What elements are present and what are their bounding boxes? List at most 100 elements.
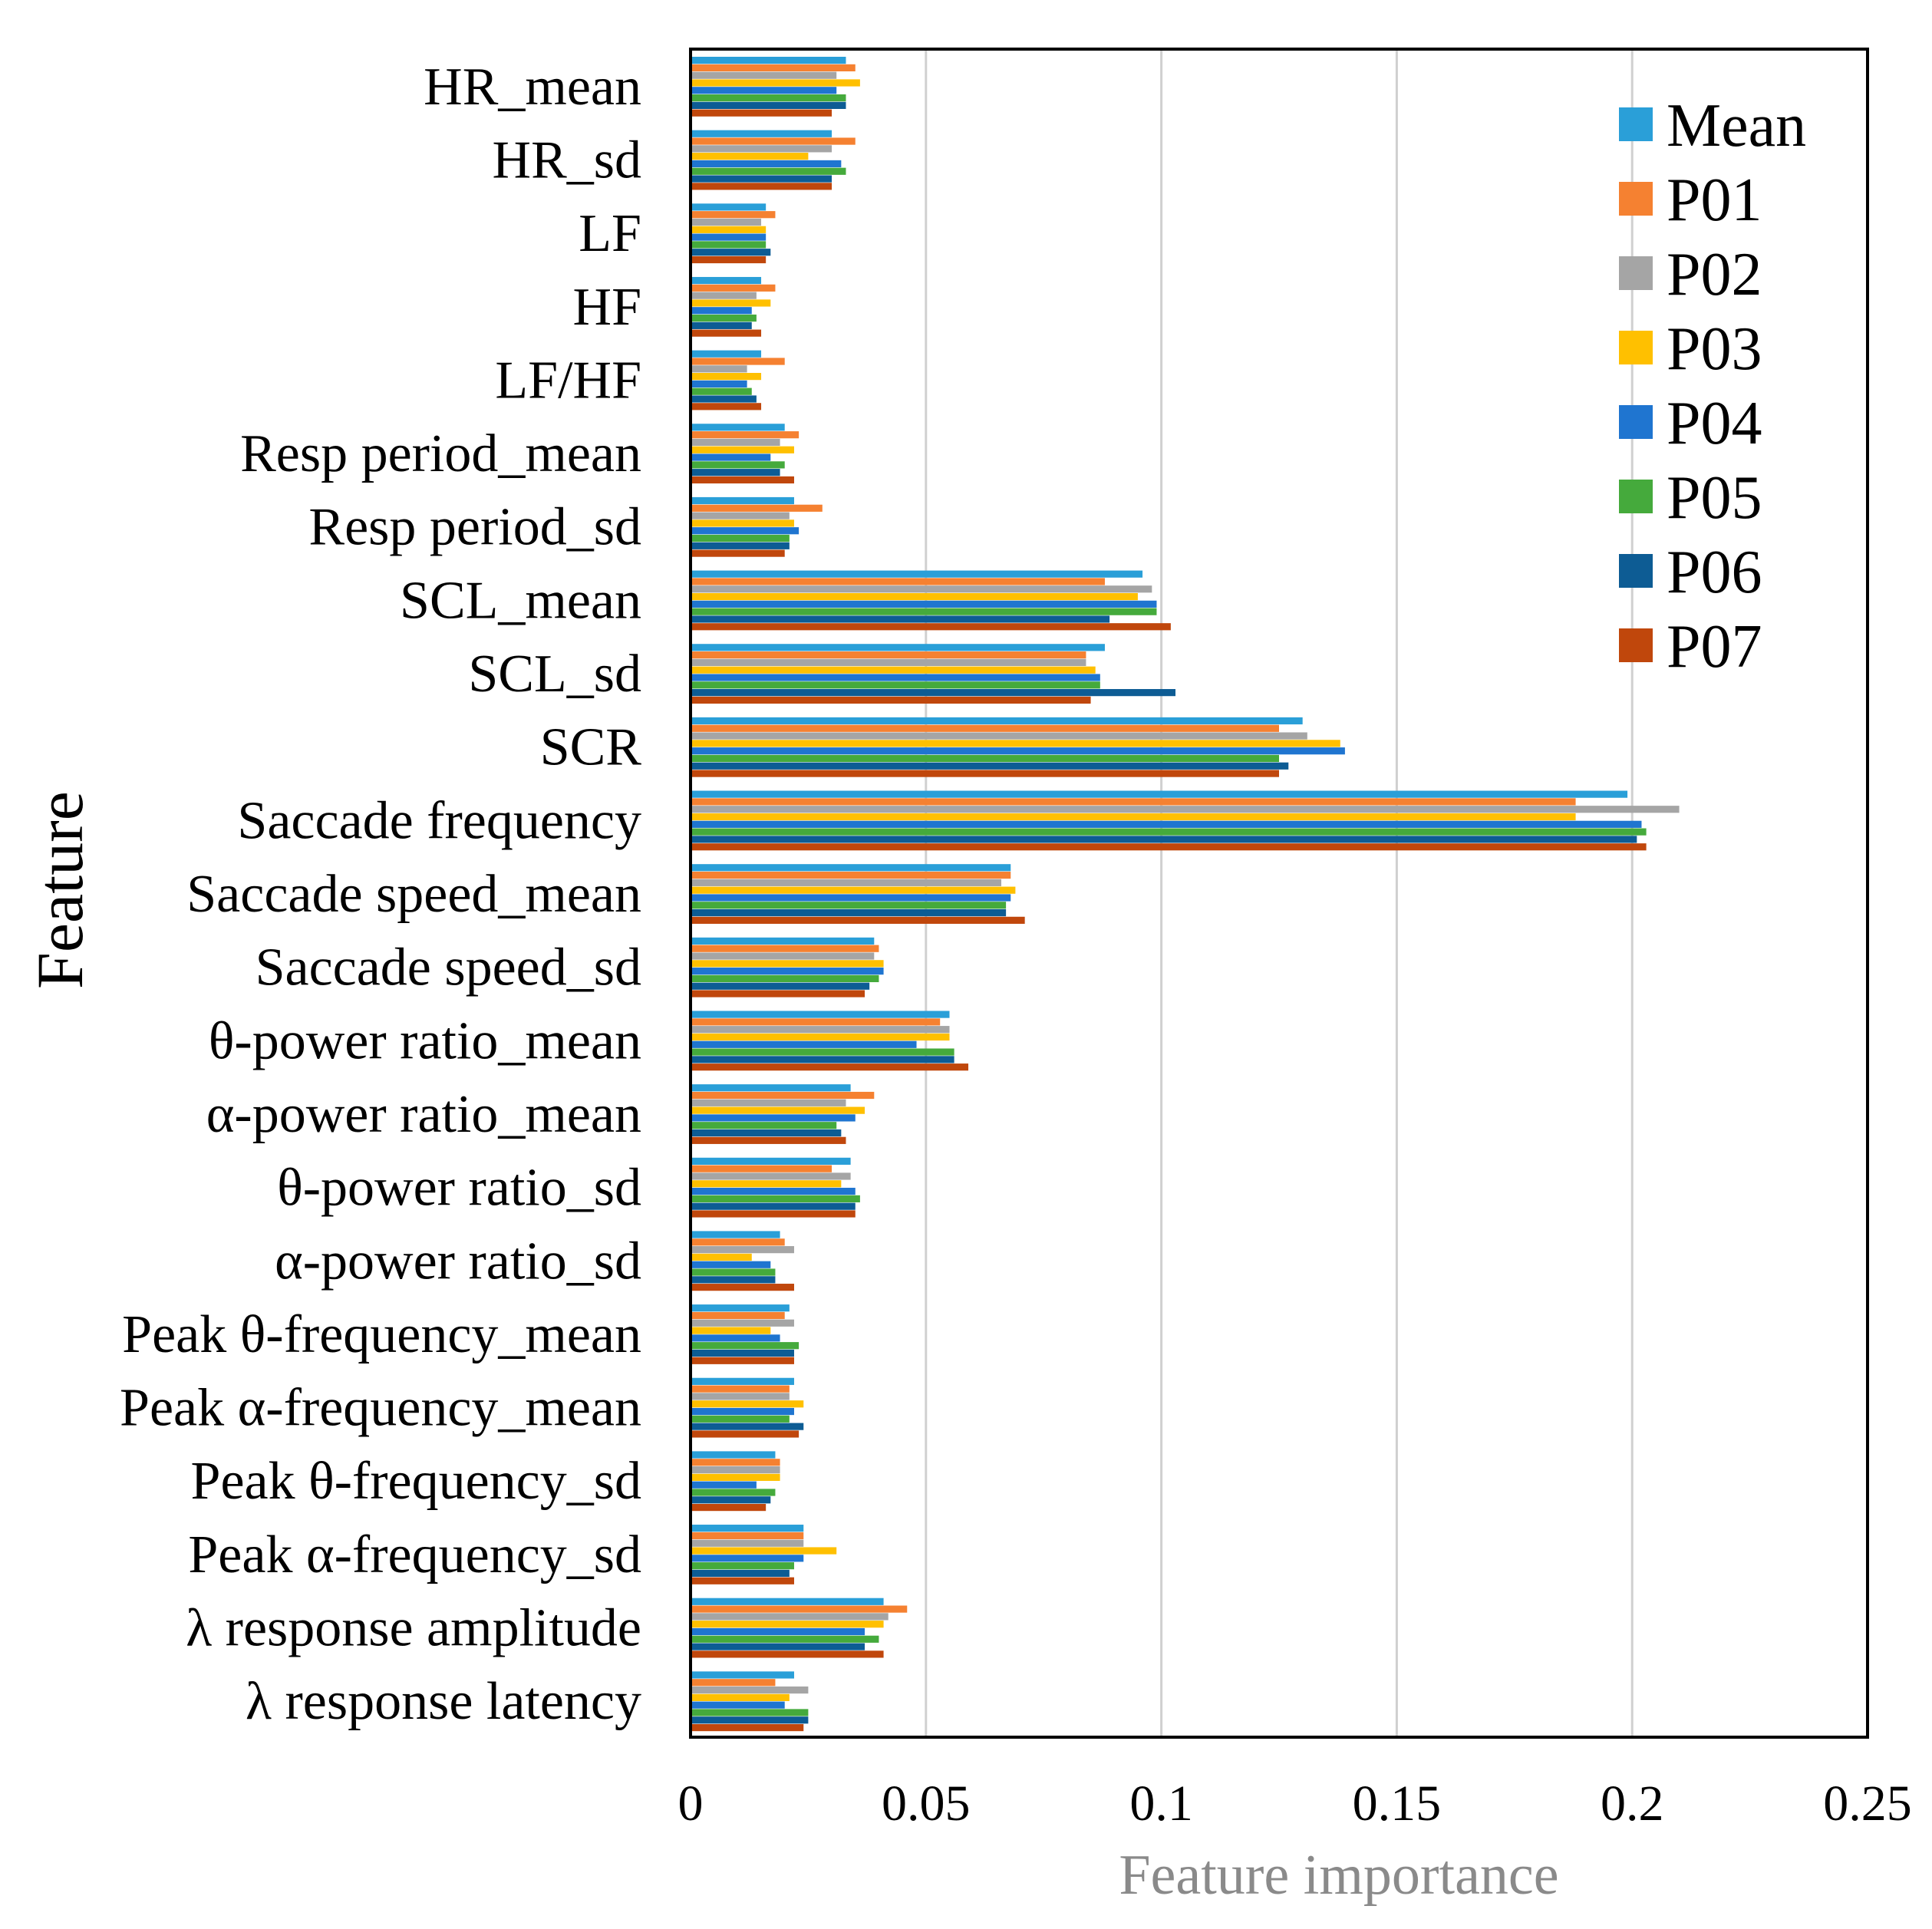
bar-p05 <box>691 387 752 395</box>
legend-label: Mean <box>1667 92 1806 160</box>
bar-p04 <box>691 1187 856 1195</box>
bar-p04 <box>691 1481 757 1489</box>
category-label: HR_sd <box>493 130 641 190</box>
legend-label: P01 <box>1667 167 1762 234</box>
bar-p04 <box>691 87 837 94</box>
bar-p06 <box>691 101 846 109</box>
bar-p07 <box>691 1503 767 1512</box>
bar-p05 <box>691 754 1279 763</box>
bar-p03 <box>691 373 762 381</box>
bar-p07 <box>691 329 762 337</box>
bar-p07 <box>691 990 865 997</box>
bars <box>691 57 1680 1732</box>
legend-swatch <box>1619 107 1653 141</box>
bar-p02 <box>691 218 762 226</box>
gridlines <box>925 49 1634 1737</box>
bar-p03 <box>691 960 884 968</box>
x-tick-label: 0.05 <box>882 1776 971 1832</box>
bar-p07 <box>691 623 1171 631</box>
bar-p01 <box>691 1091 875 1100</box>
bar-p07 <box>691 843 1647 851</box>
bar-p07 <box>691 476 794 484</box>
category-label: LF/HF <box>495 351 641 410</box>
bar-p04 <box>691 160 842 168</box>
bar-group <box>691 1084 875 1144</box>
bar-p05 <box>691 241 767 249</box>
category-label: HR_mean <box>424 58 641 117</box>
bar-p07 <box>691 183 832 190</box>
bar-p04 <box>691 1701 785 1709</box>
bar-p05 <box>691 828 1647 836</box>
bar-p05 <box>691 94 846 102</box>
bar-p06 <box>691 1349 794 1357</box>
bar-mean <box>691 864 1011 872</box>
legend: Mean P01 P02 P03 P04 P05 P06 P07 <box>1619 92 1806 681</box>
bar-p07 <box>691 1063 969 1071</box>
bar-p02 <box>691 732 1307 740</box>
bar-p03 <box>691 1253 752 1261</box>
bar-p07 <box>691 770 1279 777</box>
category-label: Saccade speed_sd <box>256 938 641 997</box>
bar-p02 <box>691 512 790 519</box>
bar-p05 <box>691 167 846 175</box>
bar-p07 <box>691 549 785 557</box>
bar-p05 <box>691 1342 800 1350</box>
category-label: HF <box>573 278 641 337</box>
bar-mean <box>691 276 762 285</box>
bar-p01 <box>691 431 800 439</box>
bar-p04 <box>691 233 767 241</box>
category-label: Peak α-frequency_mean <box>120 1379 641 1438</box>
bar-p02 <box>691 71 837 79</box>
bar-p03 <box>691 592 1138 601</box>
bar-p05 <box>691 1562 794 1570</box>
bar-p03 <box>691 299 771 307</box>
bar-group <box>691 203 776 264</box>
bar-p03 <box>691 519 794 527</box>
bar-p03 <box>691 886 1016 894</box>
bar-p01 <box>691 1385 790 1393</box>
x-tick-label: 0.2 <box>1601 1776 1664 1832</box>
bar-group <box>691 276 776 337</box>
category-label: Resp period_mean <box>240 424 641 483</box>
legend-label: P05 <box>1667 464 1762 532</box>
bar-p01 <box>691 1165 832 1172</box>
legend-label: P06 <box>1667 539 1762 606</box>
bar-mean <box>691 1451 776 1459</box>
category-label: Resp period_sd <box>308 498 641 557</box>
bar-p03 <box>691 1180 842 1188</box>
bar-group <box>691 496 823 557</box>
bar-p02 <box>691 1172 851 1180</box>
bar-mean <box>691 1377 794 1385</box>
bar-p06 <box>691 395 757 403</box>
bar-p06 <box>691 836 1637 843</box>
bar-p06 <box>691 1056 954 1063</box>
bar-p02 <box>691 658 1086 667</box>
bar-p05 <box>691 1048 954 1056</box>
bar-p01 <box>691 1605 908 1613</box>
bar-p04 <box>691 1627 865 1636</box>
legend-swatch <box>1619 628 1653 662</box>
bar-mean <box>691 1598 884 1605</box>
bar-mean <box>691 644 1105 651</box>
bar-p02 <box>691 1613 889 1621</box>
bar-p04 <box>691 894 1011 902</box>
bar-p02 <box>691 292 757 299</box>
bar-group <box>691 570 1171 631</box>
bar-p01 <box>691 1311 785 1320</box>
bar-p04 <box>691 307 752 315</box>
bar-p03 <box>691 1327 771 1334</box>
bar-p05 <box>691 608 1157 615</box>
bar-p05 <box>691 902 1007 909</box>
legend-swatch <box>1619 405 1653 439</box>
bar-p01 <box>691 137 856 145</box>
bar-p01 <box>691 358 785 365</box>
bar-mean <box>691 1011 950 1018</box>
bar-group <box>691 57 860 117</box>
bar-p04 <box>691 453 771 461</box>
bar-p05 <box>691 314 757 322</box>
bar-p07 <box>691 1650 884 1658</box>
bar-p07 <box>691 696 1091 704</box>
bar-mean <box>691 350 762 358</box>
bar-mean <box>691 1304 790 1312</box>
